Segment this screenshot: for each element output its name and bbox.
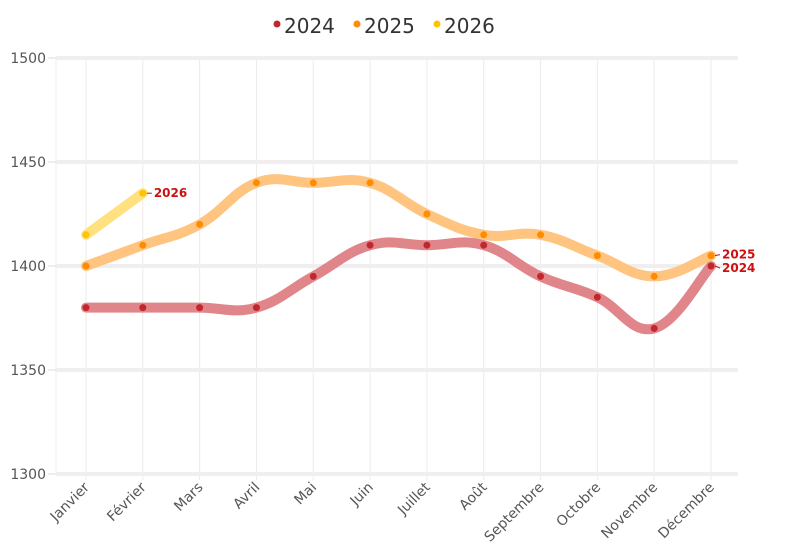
data-point-2025[interactable] xyxy=(423,210,431,218)
x-tick-label: Avril xyxy=(230,480,263,513)
x-tick-label: Juillet xyxy=(394,479,434,519)
data-point-2025[interactable] xyxy=(252,179,260,187)
data-point-2024[interactable] xyxy=(593,293,601,301)
legend-label: 2026 xyxy=(444,14,495,38)
data-point-2024[interactable] xyxy=(480,241,488,249)
legend-label: 2024 xyxy=(284,14,335,38)
y-tick-label: 1400 xyxy=(10,259,46,275)
y-tick-label: 1300 xyxy=(10,467,46,483)
x-tick-label: Mars xyxy=(171,480,206,515)
data-point-2024[interactable] xyxy=(252,304,260,312)
end-label-2025: 2025 xyxy=(722,248,755,262)
x-tick-label: Novembre xyxy=(598,480,661,543)
legend-marker-icon xyxy=(273,20,281,28)
data-point-2025[interactable] xyxy=(650,272,658,280)
data-point-2024[interactable] xyxy=(707,262,715,270)
data-point-2025[interactable] xyxy=(593,252,601,260)
data-point-2026[interactable] xyxy=(82,231,90,239)
series-lines xyxy=(81,174,716,335)
data-point-2024[interactable] xyxy=(537,272,545,280)
x-tick-label: Septembre xyxy=(482,480,548,546)
legend-item-2024[interactable]: 2024 xyxy=(273,14,335,38)
x-tick-label: Février xyxy=(104,479,150,525)
data-point-2024[interactable] xyxy=(423,241,431,249)
series-line-2026 xyxy=(81,188,148,240)
data-point-2025[interactable] xyxy=(366,179,374,187)
data-point-2025[interactable] xyxy=(537,231,545,239)
y-tick-label: 1450 xyxy=(10,155,46,171)
y-tick-label: 1500 xyxy=(10,51,46,67)
end-label-2026: 2026 xyxy=(154,186,187,200)
legend-marker-icon xyxy=(433,20,441,28)
x-tick-label: Octobre xyxy=(553,480,604,531)
series-line-2024 xyxy=(81,237,716,335)
data-point-2025[interactable] xyxy=(480,231,488,239)
x-tick-label: Juin xyxy=(347,480,377,510)
data-point-2024[interactable] xyxy=(196,304,204,312)
data-point-2024[interactable] xyxy=(82,304,90,312)
data-point-2024[interactable] xyxy=(139,304,147,312)
data-point-2026[interactable] xyxy=(139,189,147,197)
end-label-leader xyxy=(714,265,721,269)
data-point-2025[interactable] xyxy=(82,262,90,270)
y-tick-label: 1350 xyxy=(10,363,46,379)
data-point-2024[interactable] xyxy=(309,272,317,280)
data-point-2024[interactable] xyxy=(650,324,658,332)
legend-item-2026[interactable]: 2026 xyxy=(433,14,495,38)
x-axis: Janvier Février Mars Avril Mai Juin Juillet Aoû… xyxy=(47,479,718,545)
legend-marker-icon xyxy=(353,20,361,28)
legend-label: 2025 xyxy=(364,14,415,38)
data-point-2025[interactable] xyxy=(309,179,317,187)
x-tick-label: Décembre xyxy=(655,480,717,542)
series-points xyxy=(82,179,715,332)
legend-item-2025[interactable]: 2025 xyxy=(353,14,415,38)
data-point-2025[interactable] xyxy=(707,252,715,260)
end-label-2024: 2024 xyxy=(722,261,755,275)
x-tick-label: Janvier xyxy=(47,479,93,525)
data-point-2025[interactable] xyxy=(196,220,204,228)
y-axis: 1300 1350 1400 1450 1500 xyxy=(10,51,56,483)
data-point-2024[interactable] xyxy=(366,241,374,249)
data-point-2025[interactable] xyxy=(139,241,147,249)
end-label-leader xyxy=(714,254,721,257)
legend[interactable]: 2024 2025 2026 xyxy=(273,14,495,38)
x-tick-label: Mai xyxy=(291,480,320,509)
x-tick-label: Août xyxy=(456,479,490,513)
